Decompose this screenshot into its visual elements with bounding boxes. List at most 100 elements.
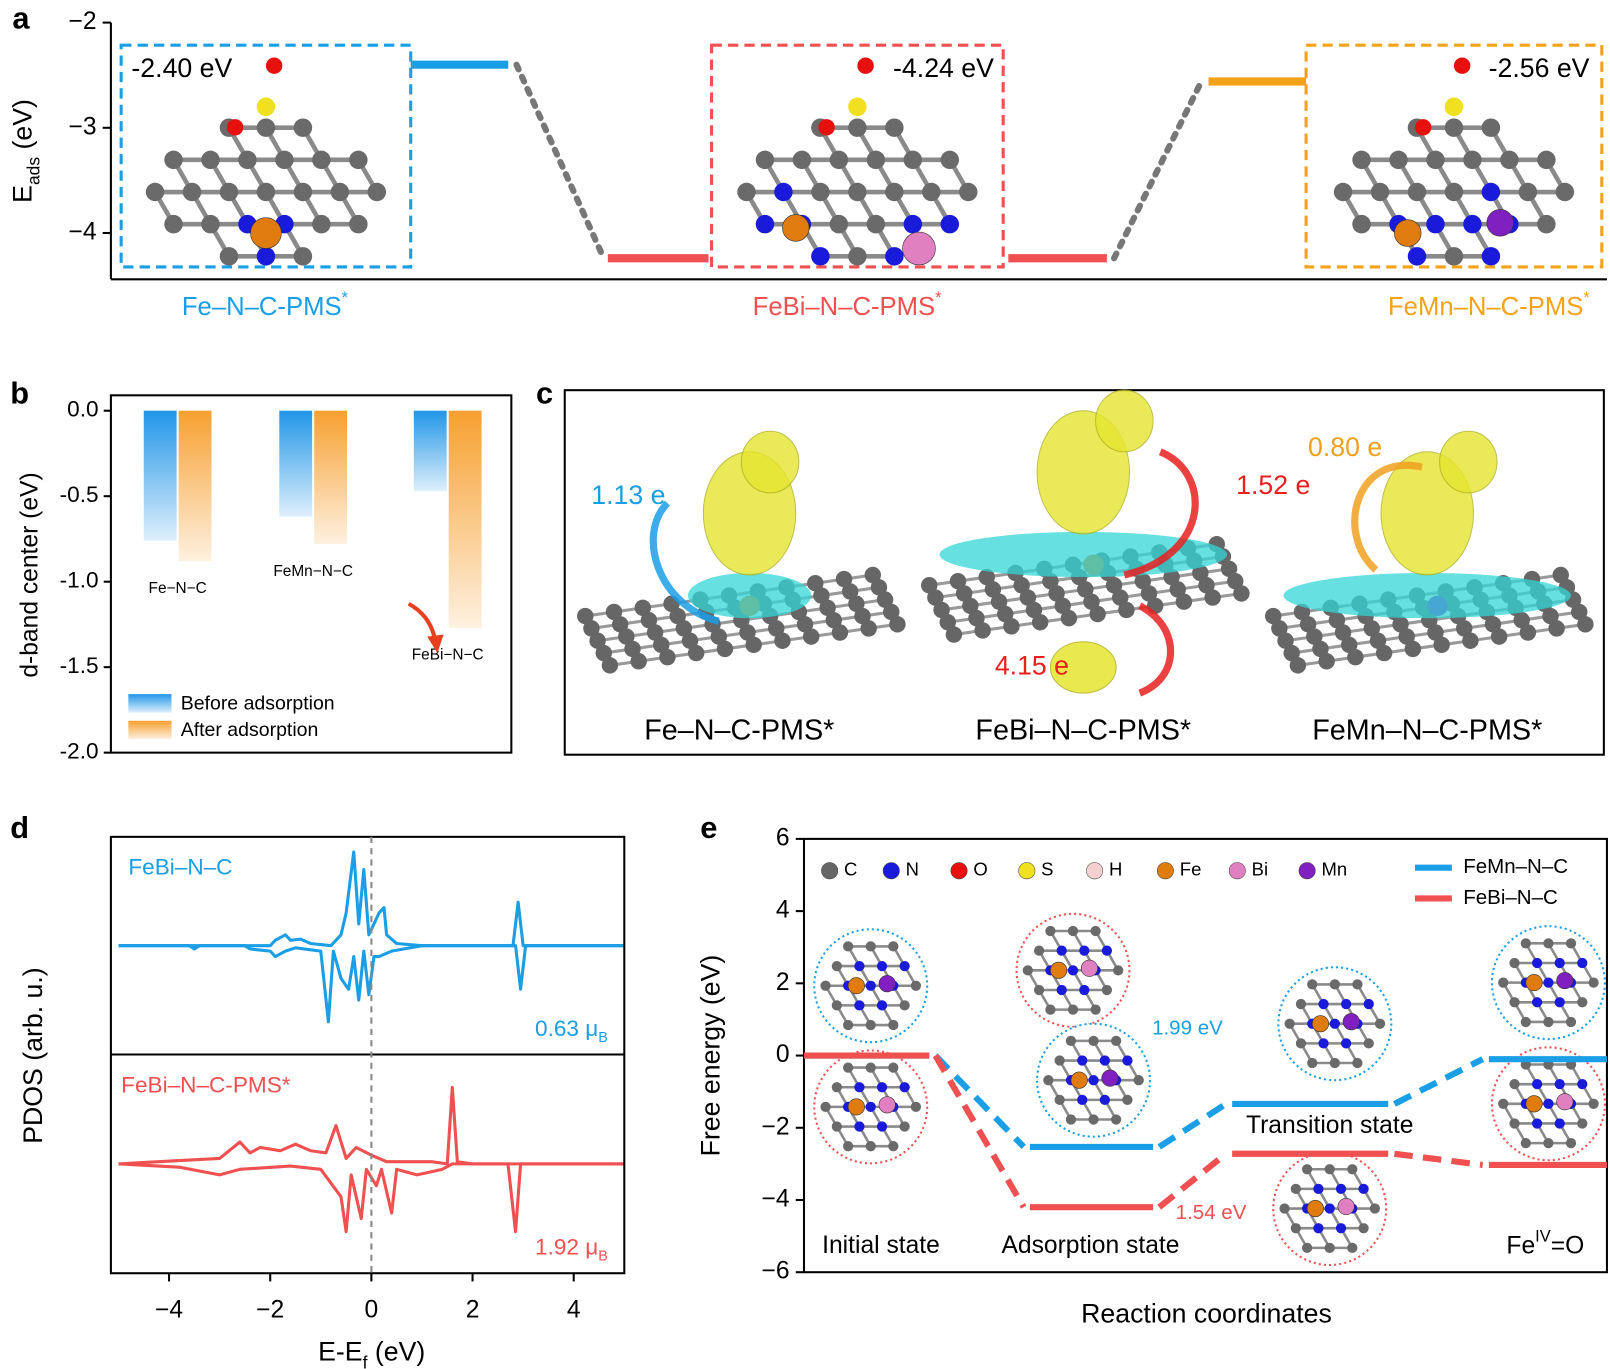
atom (687, 644, 705, 662)
atom (1456, 620, 1473, 637)
atom (841, 583, 859, 600)
atom (640, 611, 658, 629)
panel-line-label: FeBi–N–C (128, 855, 232, 880)
atom (1295, 998, 1307, 1010)
atom (1374, 1018, 1386, 1029)
atom (848, 595, 865, 612)
atom (990, 593, 1008, 610)
charge-arrow (1351, 461, 1423, 573)
atom (265, 57, 283, 74)
atom (681, 632, 699, 649)
trend-arrow-head (427, 634, 444, 654)
atom (1509, 1079, 1520, 1090)
atom (577, 607, 594, 625)
atom (1307, 979, 1318, 990)
legend-label: After adsorption (181, 719, 319, 741)
trend-arrow (407, 601, 438, 643)
structure-label: FeBi–N–C-PMS* (975, 715, 1191, 747)
atom (1099, 1055, 1110, 1066)
charge-label: 1.13 e (591, 480, 665, 510)
atom (1284, 1018, 1295, 1029)
atom (1045, 925, 1056, 937)
category-name: FeBi–N–C-PMS (753, 293, 936, 321)
atom (959, 182, 978, 202)
atom (1554, 957, 1565, 969)
atom (164, 214, 183, 234)
atom (1313, 1223, 1324, 1234)
connector (1157, 1151, 1228, 1210)
atom (745, 636, 762, 654)
connector (932, 1054, 1027, 1209)
atom (860, 620, 877, 637)
atom (811, 182, 830, 202)
atom (1556, 972, 1574, 990)
category-name: Fe–N–C-PMS (182, 293, 342, 321)
atom (238, 150, 257, 170)
atom (876, 1121, 888, 1132)
atom (903, 214, 923, 234)
atom (1392, 616, 1409, 633)
atom (1283, 644, 1300, 662)
atom (876, 591, 894, 608)
atom (903, 150, 923, 170)
atom (1175, 593, 1193, 610)
atom (755, 214, 775, 234)
atom (1520, 938, 1531, 949)
y-tick-label: −4 (762, 1186, 790, 1213)
structure (820, 1062, 922, 1152)
atom (1490, 628, 1508, 645)
x-axis-label: Reaction coordinates (1081, 1298, 1332, 1328)
atom (1101, 945, 1113, 956)
x-tick-label: −2 (256, 1297, 284, 1324)
pdos-line (118, 1085, 625, 1166)
atom (1571, 603, 1588, 621)
atom (1363, 1038, 1374, 1049)
atom (1453, 57, 1471, 74)
atom (1056, 984, 1067, 996)
atom (312, 150, 331, 170)
atom (1444, 118, 1464, 137)
y-axis-label: Eads (eV) (8, 99, 44, 203)
atom (1122, 1055, 1133, 1066)
moment-label: 1.92 μB (535, 1235, 608, 1265)
atom (807, 575, 824, 592)
x-axis-label-part: E-E (318, 1336, 363, 1366)
atom (888, 1141, 899, 1152)
atom (1067, 965, 1079, 976)
atom (848, 118, 867, 137)
atom (885, 182, 904, 202)
atom (888, 941, 899, 952)
atom (1112, 589, 1129, 606)
atom (1088, 1035, 1099, 1047)
atom (1328, 611, 1346, 629)
bar (314, 410, 348, 545)
atom (1427, 624, 1444, 641)
atom (1509, 997, 1520, 1008)
atom (945, 626, 963, 643)
atom (256, 182, 276, 202)
atom (792, 150, 812, 170)
atom (854, 607, 871, 625)
charge-arrow (1123, 448, 1199, 579)
atom (888, 1019, 899, 1031)
atom (1347, 1242, 1358, 1253)
atom (201, 150, 220, 170)
panel-label: d (10, 810, 29, 845)
atom (1067, 1004, 1079, 1015)
connector (1393, 1056, 1485, 1107)
atom (646, 624, 664, 641)
atom (1060, 609, 1078, 627)
atom (1554, 1079, 1565, 1090)
atom (1363, 998, 1374, 1010)
atom (1031, 614, 1049, 631)
atom (653, 636, 670, 654)
atom (1531, 1079, 1543, 1090)
y-tick-label: -0.5 (60, 482, 99, 507)
atom (201, 214, 220, 234)
atom (1565, 938, 1577, 949)
atom (818, 119, 835, 136)
atom (921, 577, 938, 594)
atom (1204, 589, 1221, 606)
atom (1444, 182, 1464, 202)
